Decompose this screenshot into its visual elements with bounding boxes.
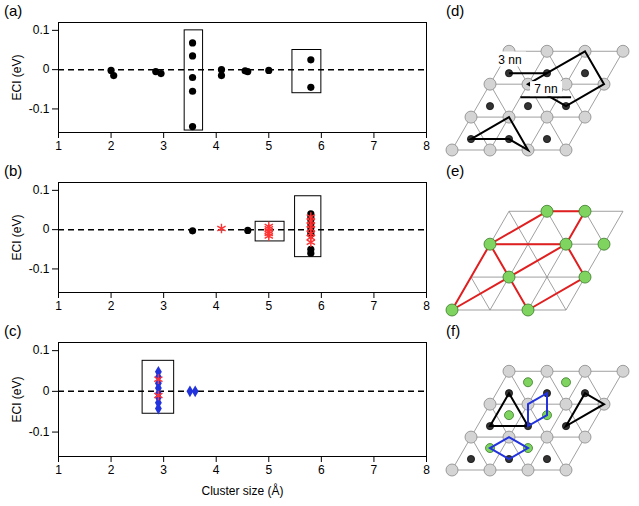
svg-text:0.1: 0.1 xyxy=(33,343,50,357)
svg-text:7: 7 xyxy=(371,139,378,153)
svg-text:7: 7 xyxy=(371,463,378,477)
svg-text:6: 6 xyxy=(318,463,325,477)
svg-text:0: 0 xyxy=(43,62,50,76)
svg-text:2: 2 xyxy=(108,139,115,153)
svg-text:7 nn: 7 nn xyxy=(534,82,557,96)
svg-text:7: 7 xyxy=(371,299,378,313)
svg-text:4: 4 xyxy=(213,463,220,477)
svg-text:-0.1: -0.1 xyxy=(29,262,50,276)
svg-text:3: 3 xyxy=(160,139,167,153)
html-text:(b): (b) xyxy=(4,162,23,179)
svg-text:0: 0 xyxy=(43,222,50,236)
svg-text:6: 6 xyxy=(318,299,325,313)
svg-text:-0.1: -0.1 xyxy=(29,102,50,116)
svg-text:ECI (eV): ECI (eV) xyxy=(10,376,24,422)
svg-text:0: 0 xyxy=(43,384,50,398)
svg-text:2: 2 xyxy=(108,299,115,313)
svg-text:3: 3 xyxy=(160,299,167,313)
svg-text:5: 5 xyxy=(265,299,272,313)
svg-text:6: 6 xyxy=(318,139,325,153)
svg-text:Cluster size (Å): Cluster size (Å) xyxy=(201,483,283,498)
svg-text:(d): (d) xyxy=(446,2,464,19)
svg-text:4: 4 xyxy=(213,299,220,313)
svg-text:ECI (eV): ECI (eV) xyxy=(10,54,24,100)
svg-text:3 nn: 3 nn xyxy=(498,53,521,67)
svg-text:0.1: 0.1 xyxy=(33,23,50,37)
html-text:(c): (c) xyxy=(4,322,22,339)
html-text:(a): (a) xyxy=(4,2,23,19)
svg-text:2: 2 xyxy=(108,463,115,477)
svg-text:1: 1 xyxy=(55,463,62,477)
svg-text:(e): (e) xyxy=(446,162,464,179)
svg-text:8: 8 xyxy=(423,139,430,153)
svg-text:-0.1: -0.1 xyxy=(29,425,50,439)
svg-text:5: 5 xyxy=(265,463,272,477)
svg-text:0.1: 0.1 xyxy=(33,183,50,197)
svg-text:8: 8 xyxy=(423,463,430,477)
svg-text:1: 1 xyxy=(55,139,62,153)
svg-text:1: 1 xyxy=(55,299,62,313)
svg-text:ECI (eV): ECI (eV) xyxy=(10,214,24,260)
svg-text:5: 5 xyxy=(265,139,272,153)
svg-text:3: 3 xyxy=(160,463,167,477)
svg-text:4: 4 xyxy=(213,139,220,153)
svg-text:(f): (f) xyxy=(446,322,460,339)
svg-text:8: 8 xyxy=(423,299,430,313)
